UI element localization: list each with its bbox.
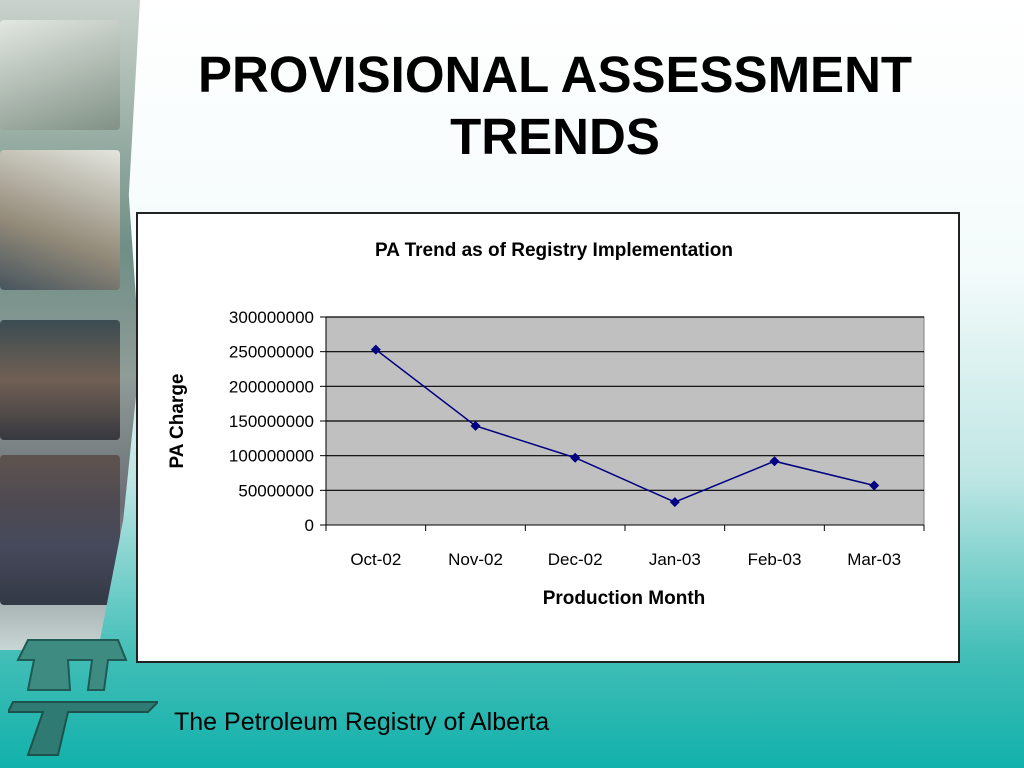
x-axis: Oct-02 Nov-02 Dec-02 Jan-03 Feb-03 Mar-03 — [325, 524, 925, 569]
y-tick-label: 250000000 — [229, 343, 314, 362]
series-pa-charge — [370, 344, 880, 508]
x-tick-label: Feb-03 — [748, 550, 802, 569]
chart-title: PA Trend as of Registry Implementation — [375, 240, 733, 261]
gridlines — [326, 316, 924, 491]
slide-title-line-1: PROVISIONAL ASSESSMENT — [197, 46, 913, 103]
x-tick-label: Nov-02 — [448, 550, 503, 569]
y-tick-label: 300000000 — [229, 308, 314, 327]
petroleum-registry-logo — [8, 639, 158, 756]
hardhat-worker-image — [0, 150, 120, 290]
x-tick-label: Oct-02 — [350, 550, 401, 569]
y-axis: 0 50000000 100000000 150000000 200000000 2500… — [229, 308, 327, 535]
series-line — [375, 348, 875, 503]
y-tick-label: 200000000 — [229, 377, 314, 396]
x-axis-label: Production Month — [543, 588, 706, 609]
y-tick-label: 50000000 — [238, 481, 314, 500]
decorative-photo-strip — [0, 0, 140, 650]
x-tick-label: Jan-03 — [649, 550, 701, 569]
slide-title: PROVISIONAL ASSESSMENT TRENDS — [150, 44, 960, 168]
data-point-marker — [370, 344, 381, 355]
data-point-marker — [570, 452, 581, 463]
y-tick-label: 150000000 — [229, 412, 314, 431]
businessman-image — [0, 455, 120, 605]
y-tick-label: 100000000 — [229, 447, 314, 466]
y-tick-label: 0 — [305, 516, 314, 535]
slide-title-line-2: TRENDS — [450, 108, 660, 165]
data-point-marker — [470, 420, 481, 431]
x-tick-label: Mar-03 — [847, 550, 901, 569]
y-axis-label: PA Charge — [167, 373, 188, 468]
chart-frame: PA Trend as of Registry Implementation 0… — [136, 212, 960, 663]
pa-trend-chart: PA Trend as of Registry Implementation 0… — [167, 240, 925, 609]
x-tick-label: Dec-02 — [548, 550, 603, 569]
data-point-marker — [769, 456, 780, 467]
data-point-marker — [669, 497, 680, 508]
woman-on-phone-image — [0, 320, 120, 440]
oil-pumpjack-image — [0, 20, 120, 130]
footer-text: The Petroleum Registry of Alberta — [174, 708, 550, 736]
data-point-marker — [869, 480, 880, 491]
